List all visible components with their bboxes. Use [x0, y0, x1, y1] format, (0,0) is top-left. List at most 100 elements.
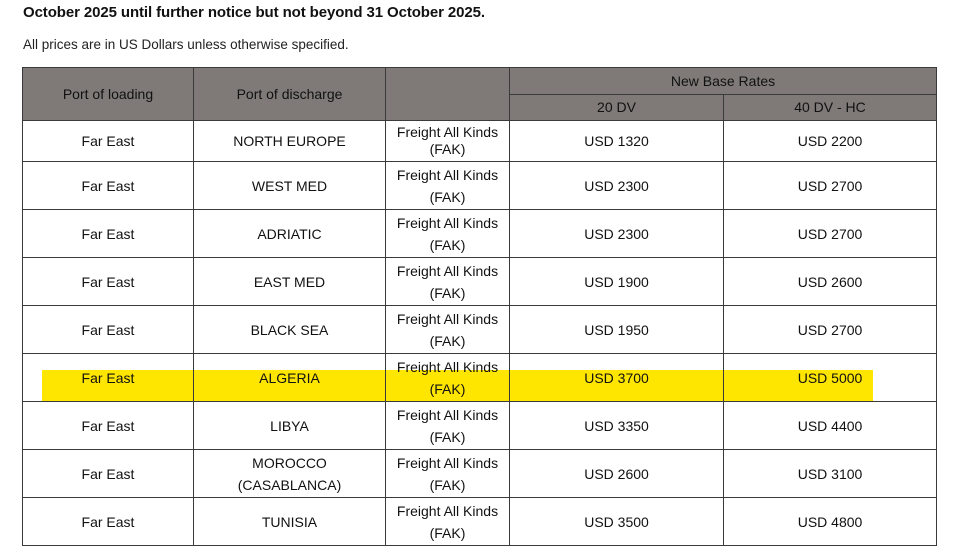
cell-port-of-loading: Far East: [22, 449, 194, 498]
cell-port-of-loading: Far East: [22, 161, 194, 210]
cell-rate-20dv-text: USD 1320: [584, 132, 649, 149]
cell-commodity: Freight All Kinds (FAK): [385, 353, 510, 402]
cell-rate-20dv-text: USD 3700: [584, 369, 649, 386]
cell-port-of-loading: Far East: [22, 353, 194, 402]
cell-rate-20dv: USD 3500: [509, 497, 724, 546]
cell-commodity-text: Freight All Kinds: [396, 406, 499, 423]
cell-port-of-loading-text: Far East: [81, 417, 135, 434]
cell-port-of-discharge: MOROCCO (CASABLANCA): [193, 449, 386, 498]
cell-port-of-loading: Far East: [22, 209, 194, 258]
cell-port-of-loading-text: Far East: [81, 465, 135, 482]
cell-port-of-discharge-text: LIBYA: [270, 417, 309, 434]
cell-port-of-loading-text: Far East: [81, 369, 135, 386]
cell-port-of-loading: Far East: [22, 497, 194, 546]
cell-commodity-text: Freight All Kinds: [396, 124, 499, 140]
cell-rate-40dv-hc: USD 5000: [723, 353, 937, 402]
cell-rate-40dv-hc-text: USD 2600: [797, 273, 863, 290]
cell-rate-20dv-text: USD 3500: [584, 513, 649, 530]
cell-port-of-discharge: WEST MED: [193, 161, 386, 210]
cell-rate-20dv: USD 2600: [509, 449, 724, 498]
rates-table: Port of loading Port of discharge New Ba…: [22, 67, 937, 546]
highlight-marker: [386, 370, 509, 401]
cell-port-of-loading-text: Far East: [81, 321, 135, 338]
cell-port-of-loading-text: Far East: [81, 225, 135, 242]
cell-commodity-text: Freight All Kinds: [396, 502, 499, 519]
table-row: Far East BLACK SEA Freight All Kinds (FAK) U…: [22, 305, 937, 354]
table-row: Far East NORTH EUROPE Freight All Kinds (FA…: [22, 120, 937, 162]
cell-commodity-text: (FAK): [429, 380, 466, 397]
cell-commodity-text: (FAK): [429, 524, 466, 541]
cell-rate-20dv: USD 3350: [509, 401, 724, 450]
cell-port-of-loading: Far East: [22, 120, 194, 162]
cell-port-of-discharge-text: NORTH EUROPE: [233, 132, 346, 149]
table-row: Far East EAST MED Freight All Kinds (FAK) US…: [22, 257, 937, 306]
cell-port-of-discharge-text: TUNISIA: [261, 513, 318, 530]
cell-commodity: Freight All Kinds (FAK): [385, 449, 510, 498]
table-row: Far East LIBYA Freight All Kinds (FAK) USD 3…: [22, 401, 937, 450]
cell-rate-40dv-hc-text: USD 4800: [797, 513, 863, 530]
cell-port-of-discharge: NORTH EUROPE: [193, 120, 386, 162]
header-commodity: [385, 67, 510, 121]
cell-rate-20dv-text: USD 2300: [584, 177, 649, 194]
cell-commodity: Freight All Kinds (FAK): [385, 497, 510, 546]
cell-commodity-text: (FAK): [429, 284, 466, 301]
cell-port-of-discharge: ADRIATIC: [193, 209, 386, 258]
highlight-marker: [42, 370, 193, 401]
cell-commodity-text: Freight All Kinds: [396, 262, 499, 279]
cell-port-of-discharge-text: ADRIATIC: [257, 225, 322, 242]
cell-rate-40dv-hc-text: USD 2700: [797, 177, 863, 194]
cell-port-of-discharge: TUNISIA: [193, 497, 386, 546]
cell-commodity: Freight All Kinds (FAK): [385, 209, 510, 258]
cell-commodity-text: Freight All Kinds: [396, 454, 499, 471]
cell-commodity-text: Freight All Kinds: [396, 310, 499, 327]
cell-port-of-loading: Far East: [22, 305, 194, 354]
cell-port-of-loading-text: Far East: [81, 273, 135, 290]
cell-rate-20dv-text: USD 2300: [584, 225, 649, 242]
cell-rate-40dv-hc: USD 2700: [723, 209, 937, 258]
cell-rate-40dv-hc-text: USD 3100: [797, 465, 863, 482]
cell-rate-40dv-hc-text: USD 5000: [797, 369, 863, 386]
cell-port-of-discharge: LIBYA: [193, 401, 386, 450]
cell-port-of-discharge: BLACK SEA: [193, 305, 386, 354]
cell-port-of-loading-text: Far East: [81, 513, 135, 530]
cell-rate-40dv-hc: USD 2700: [723, 161, 937, 210]
cell-rate-40dv-hc-text: USD 2700: [797, 321, 863, 338]
page-title: October 2025 until further notice but no…: [23, 4, 485, 21]
cell-commodity-text: Freight All Kinds: [396, 358, 499, 375]
cell-commodity-text: (FAK): [429, 188, 466, 205]
cell-commodity-text: Freight All Kinds: [396, 214, 499, 231]
cell-commodity: Freight All Kinds (FAK): [385, 120, 510, 162]
cell-port-of-discharge-text: (CASABLANCA): [237, 476, 342, 493]
cell-port-of-loading: Far East: [22, 401, 194, 450]
cell-commodity-text: (FAK): [429, 141, 466, 157]
currency-note: All prices are in US Dollars unless othe…: [23, 37, 349, 52]
highlight-marker: [510, 370, 723, 401]
cell-rate-40dv-hc: USD 4400: [723, 401, 937, 450]
cell-rate-20dv: USD 3700: [509, 353, 724, 402]
cell-commodity-text: (FAK): [429, 476, 466, 493]
cell-rate-20dv-text: USD 1950: [584, 321, 649, 338]
cell-port-of-discharge-text: ALGERIA: [259, 369, 320, 386]
highlight-marker: [194, 370, 385, 401]
cell-rate-40dv-hc: USD 2200: [723, 120, 937, 162]
cell-rate-20dv-text: USD 3350: [584, 417, 649, 434]
cell-rate-20dv: USD 1900: [509, 257, 724, 306]
header-port-of-loading: Port of loading: [22, 67, 194, 121]
cell-port-of-discharge: EAST MED: [193, 257, 386, 306]
cell-rate-20dv-text: USD 2600: [584, 465, 649, 482]
header-new-base-rates: New Base Rates: [509, 67, 937, 95]
cell-port-of-discharge: ALGERIA: [193, 353, 386, 402]
cell-commodity-text: Freight All Kinds: [396, 166, 499, 183]
cell-port-of-discharge-text: MOROCCO: [252, 454, 327, 471]
header-port-of-discharge: Port of discharge: [193, 67, 386, 121]
cell-rate-20dv: USD 1320: [509, 120, 724, 162]
cell-commodity: Freight All Kinds (FAK): [385, 257, 510, 306]
highlight-marker: [724, 370, 873, 401]
cell-rate-40dv-hc: USD 4800: [723, 497, 937, 546]
cell-rate-20dv: USD 2300: [509, 209, 724, 258]
cell-rate-20dv: USD 1950: [509, 305, 724, 354]
cell-commodity: Freight All Kinds (FAK): [385, 305, 510, 354]
cell-rate-40dv-hc-text: USD 2700: [797, 225, 863, 242]
cell-commodity-text: (FAK): [429, 428, 466, 445]
table-row: Far East ADRIATIC Freight All Kinds (FAK) US…: [22, 209, 937, 258]
